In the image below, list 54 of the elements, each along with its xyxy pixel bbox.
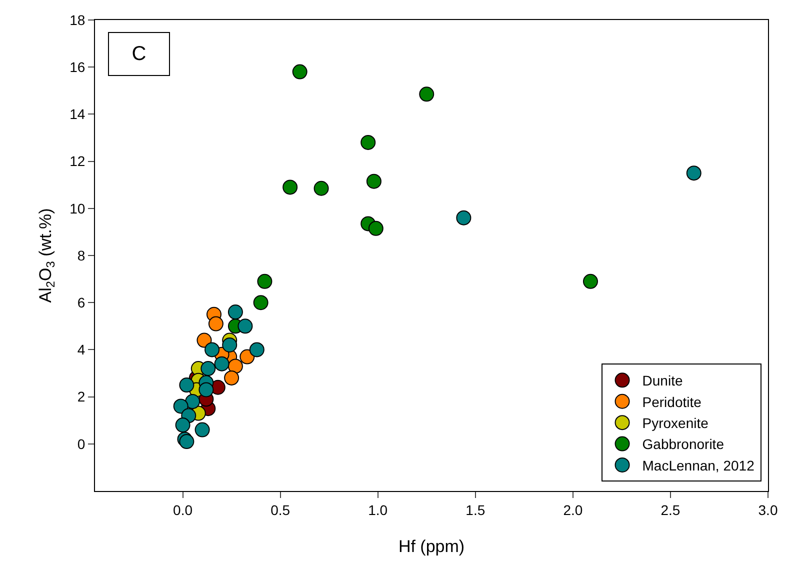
x-tick-label: 1.0 (368, 502, 388, 518)
point (185, 394, 200, 410)
y-tick-label: 12 (70, 153, 86, 170)
y-tick-label: 2 (77, 388, 86, 405)
y-tick-label: 4 (77, 342, 86, 358)
point (240, 349, 255, 364)
y-tick-label: 14 (70, 106, 86, 122)
point (257, 274, 272, 289)
point (253, 295, 268, 310)
x-axis-title: Hf (ppm) (398, 537, 465, 556)
point (224, 370, 240, 386)
point (368, 220, 384, 236)
legend-label: Gabbronorite (642, 436, 724, 452)
point (204, 342, 220, 358)
point (366, 174, 382, 189)
point (214, 356, 230, 372)
point (179, 378, 194, 393)
point (228, 304, 243, 320)
x-tick-label: 3.0 (758, 502, 778, 518)
y-tick-label: 18 (70, 12, 86, 28)
point (360, 134, 376, 150)
point (686, 166, 702, 181)
point (282, 180, 298, 195)
point (314, 180, 329, 196)
y-tick-label: 16 (70, 59, 86, 75)
legend-label: MacLennan, 2012 (642, 457, 755, 474)
legend-label: Dunite (642, 372, 683, 389)
point (222, 337, 238, 352)
legend-label: Peridotite (642, 394, 702, 410)
point (249, 342, 264, 358)
point (175, 418, 190, 433)
x-tick-label: 0.0 (173, 502, 193, 518)
point (582, 274, 598, 289)
x-tick-label: 1.5 (466, 502, 486, 518)
point (198, 382, 214, 398)
x-tick-label: 2.5 (660, 502, 680, 518)
x-tick-label: 0.5 (270, 502, 290, 518)
point (208, 316, 224, 332)
point (228, 358, 243, 374)
point (200, 361, 216, 376)
point (173, 398, 188, 414)
legend-label: Pyroxenite (642, 415, 709, 432)
y-tick-label: 10 (70, 200, 86, 216)
y-tick-label: 6 (77, 294, 86, 310)
point (292, 64, 308, 80)
x-tick-label: 2.0 (563, 502, 583, 518)
point (194, 422, 210, 438)
point (238, 318, 253, 334)
point (419, 86, 434, 102)
annotation: C (132, 43, 146, 65)
point (196, 332, 212, 348)
point (456, 210, 472, 226)
y-tick-label: 0 (77, 436, 86, 452)
y-tick-label: 8 (77, 247, 86, 264)
